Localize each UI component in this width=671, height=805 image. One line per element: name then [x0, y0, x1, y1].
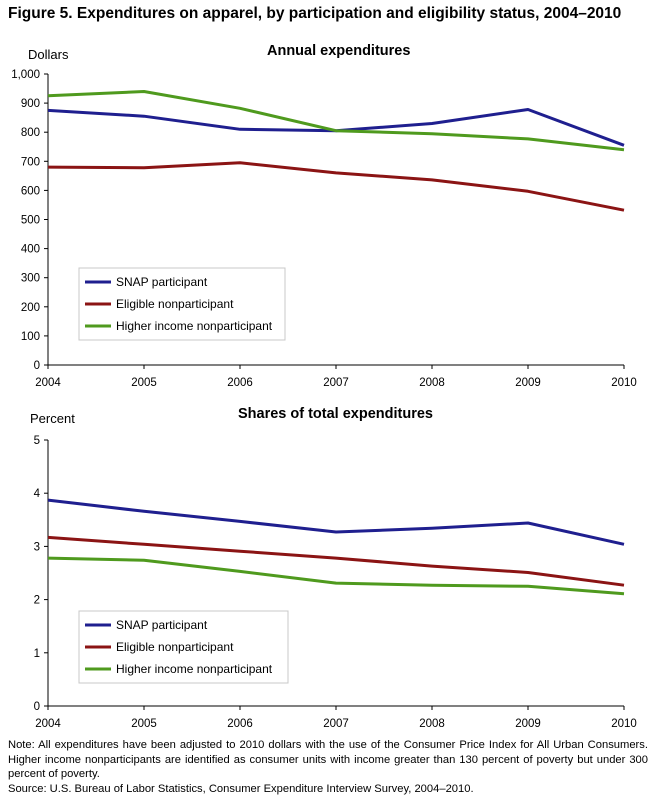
y-tick-label: 400 [21, 244, 40, 256]
note-text: Note: All expenditures have been adjuste… [8, 739, 648, 780]
x-tick-label: 2005 [131, 377, 157, 389]
legend-label: Eligible nonparticipant [116, 297, 234, 311]
y-tick-label: 0 [34, 360, 40, 372]
y-tick-label: 900 [21, 98, 40, 110]
footnote: Note: All expenditures have been adjuste… [8, 738, 648, 796]
legend-label: Eligible nonparticipant [116, 640, 234, 654]
chart-2-shares-of-total-expenditures: 0 1 2 3 4 5 2004 2005 2006 2007 2008 2009 2010 SNAP p… [34, 435, 637, 730]
chart-1-ylabel: Dollars [28, 47, 69, 62]
x-tick-label: 2009 [515, 377, 541, 389]
chart-1-annual-expenditures: 0 100 200 300 400 500 600 700 800 900 1,000 2004 200… [11, 69, 637, 389]
chart-2-title: Shares of total expenditures [238, 406, 433, 422]
legend-label: SNAP participant [116, 275, 208, 289]
x-tick-label: 2004 [35, 718, 61, 730]
x-tick-label: 2005 [131, 718, 157, 730]
y-tick-label: 100 [21, 331, 40, 343]
x-tick-label: 2004 [35, 377, 61, 389]
legend-label: SNAP participant [116, 618, 208, 632]
x-tick-label: 2006 [227, 718, 253, 730]
y-tick-label: 200 [21, 302, 40, 314]
legend-label: Higher income nonparticipant [116, 662, 273, 676]
y-tick-label: 5 [34, 435, 40, 447]
y-tick-label: 0 [34, 701, 40, 713]
figure-title: Figure 5. Expenditures on apparel, by pa… [8, 5, 622, 22]
x-tick-label: 2006 [227, 377, 253, 389]
series-line-higher-income-nonparticipant [47, 556, 625, 596]
y-tick-label: 800 [21, 127, 40, 139]
x-tick-label: 2008 [419, 718, 445, 730]
x-tick-label: 2007 [323, 377, 349, 389]
x-tick-label: 2008 [419, 377, 445, 389]
legend-label: Higher income nonparticipant [116, 319, 273, 333]
legend-box [78, 610, 289, 684]
y-tick-label: 300 [21, 273, 40, 285]
x-tick-label: 2010 [611, 377, 637, 389]
y-tick-label: 1 [34, 648, 40, 660]
y-tick-label: 600 [21, 185, 40, 197]
y-tick-label: 1,000 [11, 69, 40, 81]
x-tick-label: 2010 [611, 718, 637, 730]
chart-1-title: Annual expenditures [267, 43, 411, 59]
x-tick-label: 2009 [515, 718, 541, 730]
series-line-snap-participant [47, 498, 625, 546]
legend-box [78, 267, 286, 341]
x-tick-label: 2007 [323, 718, 349, 730]
y-tick-label: 4 [34, 488, 41, 500]
y-tick-label: 3 [34, 541, 40, 553]
chart-2-ylabel: Percent [30, 411, 75, 426]
y-tick-label: 500 [21, 215, 40, 227]
y-tick-label: 2 [34, 595, 40, 607]
source-text: Source: U.S. Bureau of Labor Statistics,… [8, 782, 474, 795]
y-tick-label: 700 [21, 156, 40, 168]
